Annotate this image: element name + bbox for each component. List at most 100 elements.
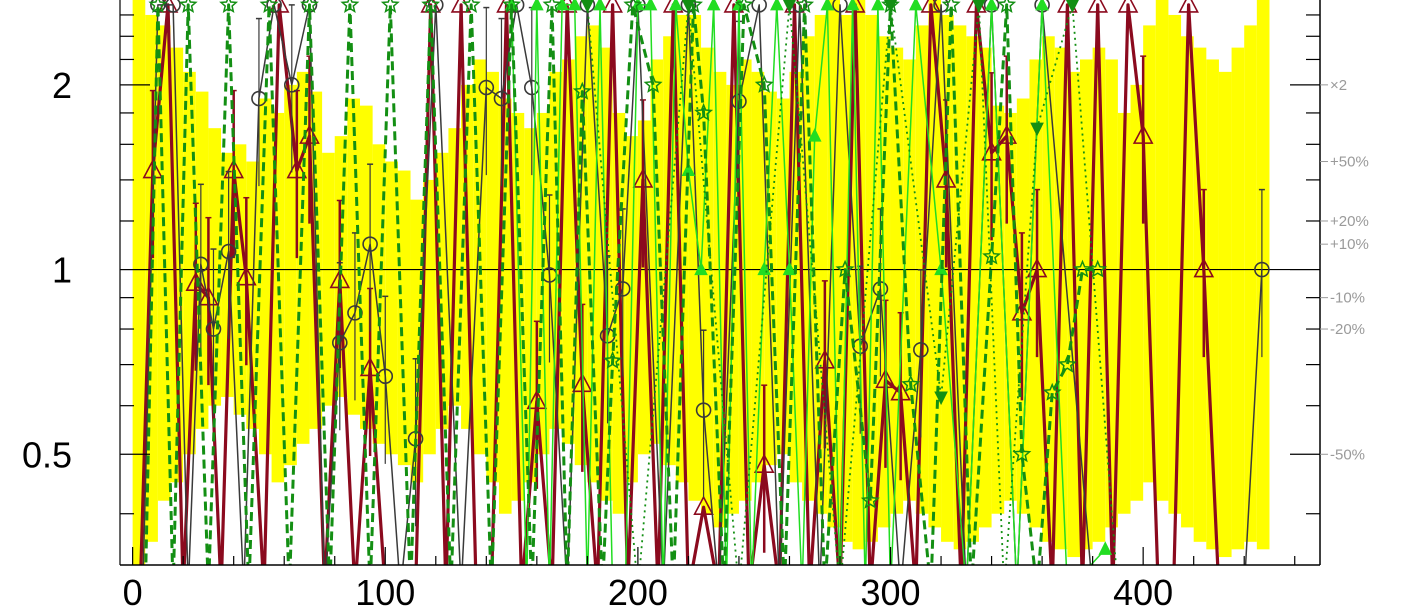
- star-marker: [694, 102, 714, 121]
- star-marker: [148, 0, 168, 13]
- band-bin: [385, 161, 398, 455]
- triangle-up-marker: [908, 0, 923, 11]
- band-bin: [1143, 25, 1156, 483]
- band-bin: [397, 170, 411, 466]
- star-marker: [734, 0, 754, 13]
- y-tick-label: 0.5: [22, 434, 72, 475]
- pct-label: +50%: [1330, 154, 1369, 171]
- triangle-up-marker: [820, 0, 835, 11]
- band-bin: [195, 91, 209, 429]
- series-4: [580, 0, 1117, 565]
- series-line: [510, 4, 1106, 565]
- star-marker: [623, 0, 643, 13]
- band-bin: [751, 71, 765, 483]
- y-tick-label: 2: [52, 65, 72, 106]
- triangle-marker: [935, 168, 957, 188]
- star-marker: [380, 0, 400, 13]
- x-tick-label: 0: [123, 572, 143, 612]
- star-marker: [1012, 444, 1032, 463]
- triangle-marker: [1178, 0, 1199, 13]
- star-marker: [219, 0, 239, 13]
- triangle-down-marker: [934, 391, 948, 406]
- star-marker: [502, 0, 522, 13]
- band-bin: [978, 47, 992, 528]
- band-bin: [1168, 14, 1182, 514]
- circle-marker: [478, 79, 495, 96]
- star-marker: [1073, 259, 1092, 278]
- triangle-marker: [996, 124, 1018, 144]
- circle-marker: [913, 342, 929, 358]
- star-marker: [997, 0, 1017, 13]
- circle-marker: [832, 0, 848, 13]
- x-tick-label: 100: [355, 572, 415, 612]
- pct-label: +10%: [1330, 236, 1369, 253]
- series-layer: [139, 0, 1270, 565]
- triangle-marker: [1087, 0, 1109, 13]
- circle-marker: [165, 0, 181, 13]
- triangle-down-marker: [782, 0, 796, 14]
- band-bin: [1130, 84, 1144, 501]
- circle-marker: [731, 93, 747, 110]
- star-marker: [542, 0, 562, 13]
- y-tick-label: 1: [52, 250, 72, 291]
- triangle-marker: [571, 372, 593, 393]
- triangle-marker: [753, 453, 775, 473]
- star-marker: [421, 0, 441, 13]
- triangle-marker: [235, 265, 257, 286]
- uncertainty-band: [132, 0, 1270, 565]
- band-bin: [423, 179, 436, 455]
- star-marker: [461, 0, 481, 13]
- triangle-up-marker: [593, 0, 607, 11]
- triangle-up-marker: [770, 0, 784, 11]
- triangle-up-marker: [807, 128, 822, 142]
- triangle-marker: [890, 380, 911, 401]
- band-bin: [688, 14, 702, 501]
- band-bin: [221, 152, 234, 397]
- series-3: [144, 0, 1108, 565]
- circle-marker: [205, 321, 222, 337]
- triangle-marker: [1026, 257, 1048, 278]
- triangle-down-marker: [972, 0, 986, 14]
- star-marker: [572, 81, 592, 100]
- triangle-marker: [1193, 257, 1215, 278]
- band-bin: [966, 36, 979, 542]
- band-bin: [511, 112, 525, 501]
- triangle-marker: [693, 495, 714, 515]
- star-marker: [754, 74, 774, 93]
- x-tick-label: 400: [1113, 572, 1173, 612]
- triangle-up-marker: [567, 0, 582, 11]
- triangle-down-marker: [580, 0, 594, 14]
- star-marker: [901, 374, 921, 393]
- triangle-up-marker: [1035, 0, 1049, 11]
- star-marker: [795, 0, 815, 13]
- triangle-down-marker: [681, 0, 695, 14]
- star-marker: [340, 0, 360, 13]
- triangle-up-marker: [530, 0, 544, 11]
- axes: 0 100 200 300 400 0.5 1 2 ×2 +50% +20% +10% -10% -20%…: [22, 0, 1369, 612]
- star-marker: [643, 75, 663, 93]
- pct-label: -50%: [1330, 446, 1365, 463]
- star-marker: [300, 0, 319, 13]
- band-bin: [1080, 59, 1093, 550]
- triangle-marker: [1132, 124, 1154, 144]
- star-marker: [178, 0, 198, 13]
- star-marker: [941, 0, 961, 13]
- circle-marker: [283, 77, 300, 93]
- band-bin: [296, 71, 310, 444]
- triangle-marker: [920, 0, 942, 13]
- star-marker: [259, 0, 279, 13]
- circle-marker: [933, 0, 949, 13]
- triangle-marker: [632, 168, 654, 188]
- circle-marker: [1254, 261, 1270, 278]
- star-marker: [1042, 382, 1062, 401]
- triangle-up-marker: [1098, 541, 1113, 555]
- band-bin: [284, 84, 297, 466]
- star-marker: [1057, 354, 1077, 373]
- triangle-marker: [602, 0, 623, 13]
- pct-label: +20%: [1330, 213, 1369, 230]
- band-bin: [1256, 0, 1270, 550]
- band-bin: [1029, 59, 1043, 528]
- band-bin: [1231, 47, 1245, 550]
- triangle-marker: [526, 389, 548, 410]
